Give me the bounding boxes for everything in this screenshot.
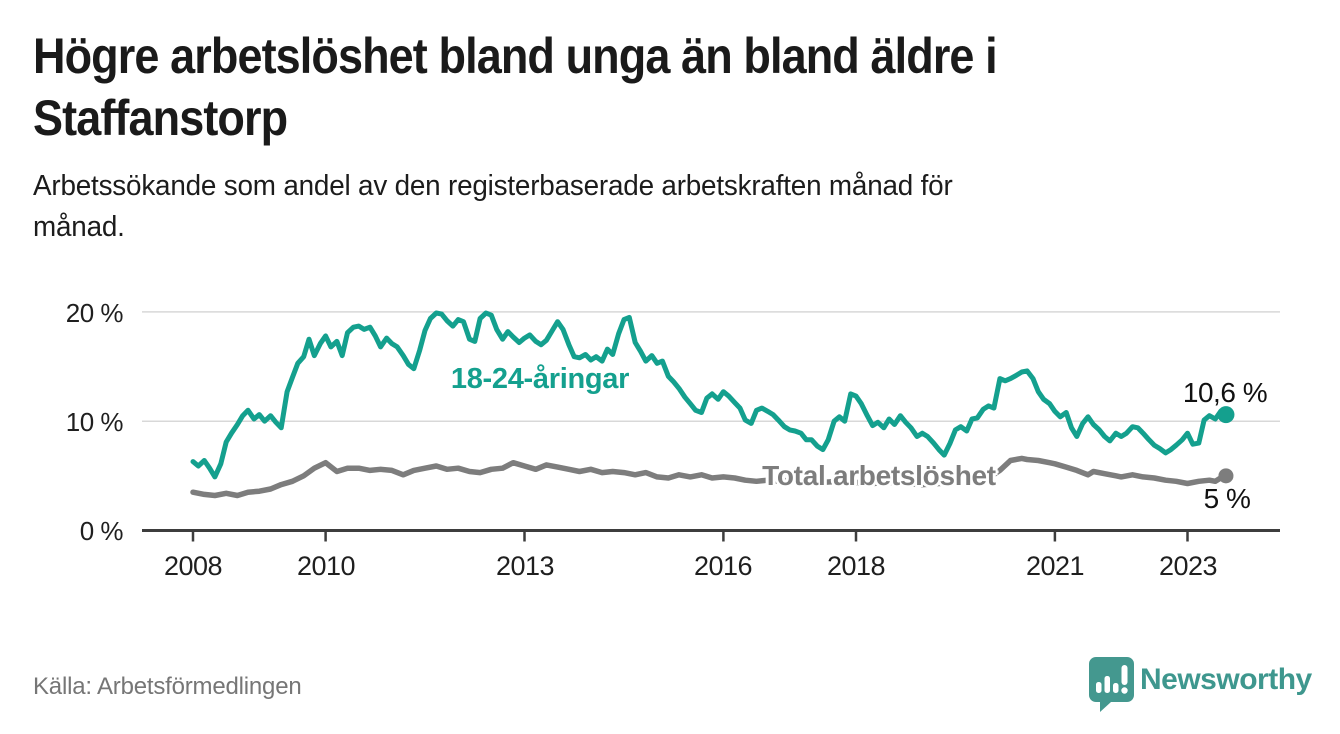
bar-2 [1104,676,1110,693]
x-axis-label-2013: 2013 [495,551,555,581]
x-axis-label-2021: 2021 [1025,551,1085,581]
subtitle-line-1: Arbetssökande som andel av den registerb… [33,170,953,202]
newsworthy-logo-text: Newsworthy [1140,663,1312,696]
title-line-1: Högre arbetslöshet bland unga än bland ä… [33,28,998,84]
exclamation-bar [1121,665,1128,685]
y-axis-label-0: 0 % [79,516,124,546]
speech-bubble-shape [1089,657,1134,712]
end-value-label-young: 10,6 % [1182,377,1268,408]
source-note: Källa: Arbetsförmedlingen [33,673,302,700]
series-label-total: Total arbetslöshet [762,460,996,491]
bar-1 [1096,682,1102,693]
series-end-dot-0 [1218,468,1234,484]
x-axis-label-2016: 2016 [693,551,753,581]
bar-3 [1113,683,1119,693]
exclamation-dot [1121,687,1128,694]
y-axis-label-20: 20 % [65,298,124,328]
line-chart: 20 % 10 % 0 % 2008 2010 2013 2016 2018 2… [0,270,1340,610]
series-line-1 [190,310,1229,480]
series-label-18-24: 18-24-åringar [450,363,630,395]
x-axis-label-2008: 2008 [163,551,223,581]
series-line-0 [190,455,1229,499]
chart-plot-area [142,310,1280,542]
subtitle-line-2: månad. [33,211,125,244]
page-title: Högre arbetslöshet bland unga än bland ä… [33,26,998,149]
series-end-dot-1 [1217,406,1235,424]
x-axis-label-2018: 2018 [826,551,886,581]
y-axis-label-10: 10 % [65,407,124,437]
chart-subtitle: Arbetssökande som andel av den registerb… [33,166,953,248]
newsworthy-logo-icon [1089,657,1134,712]
end-value-label-total: 5 % [1203,483,1251,514]
newsworthy-logo[interactable]: Newsworthy [1086,652,1316,714]
x-axis-label-2010: 2010 [296,551,356,581]
title-line-2: Staffanstorp [33,89,288,146]
x-axis-label-2023: 2023 [1158,551,1218,581]
